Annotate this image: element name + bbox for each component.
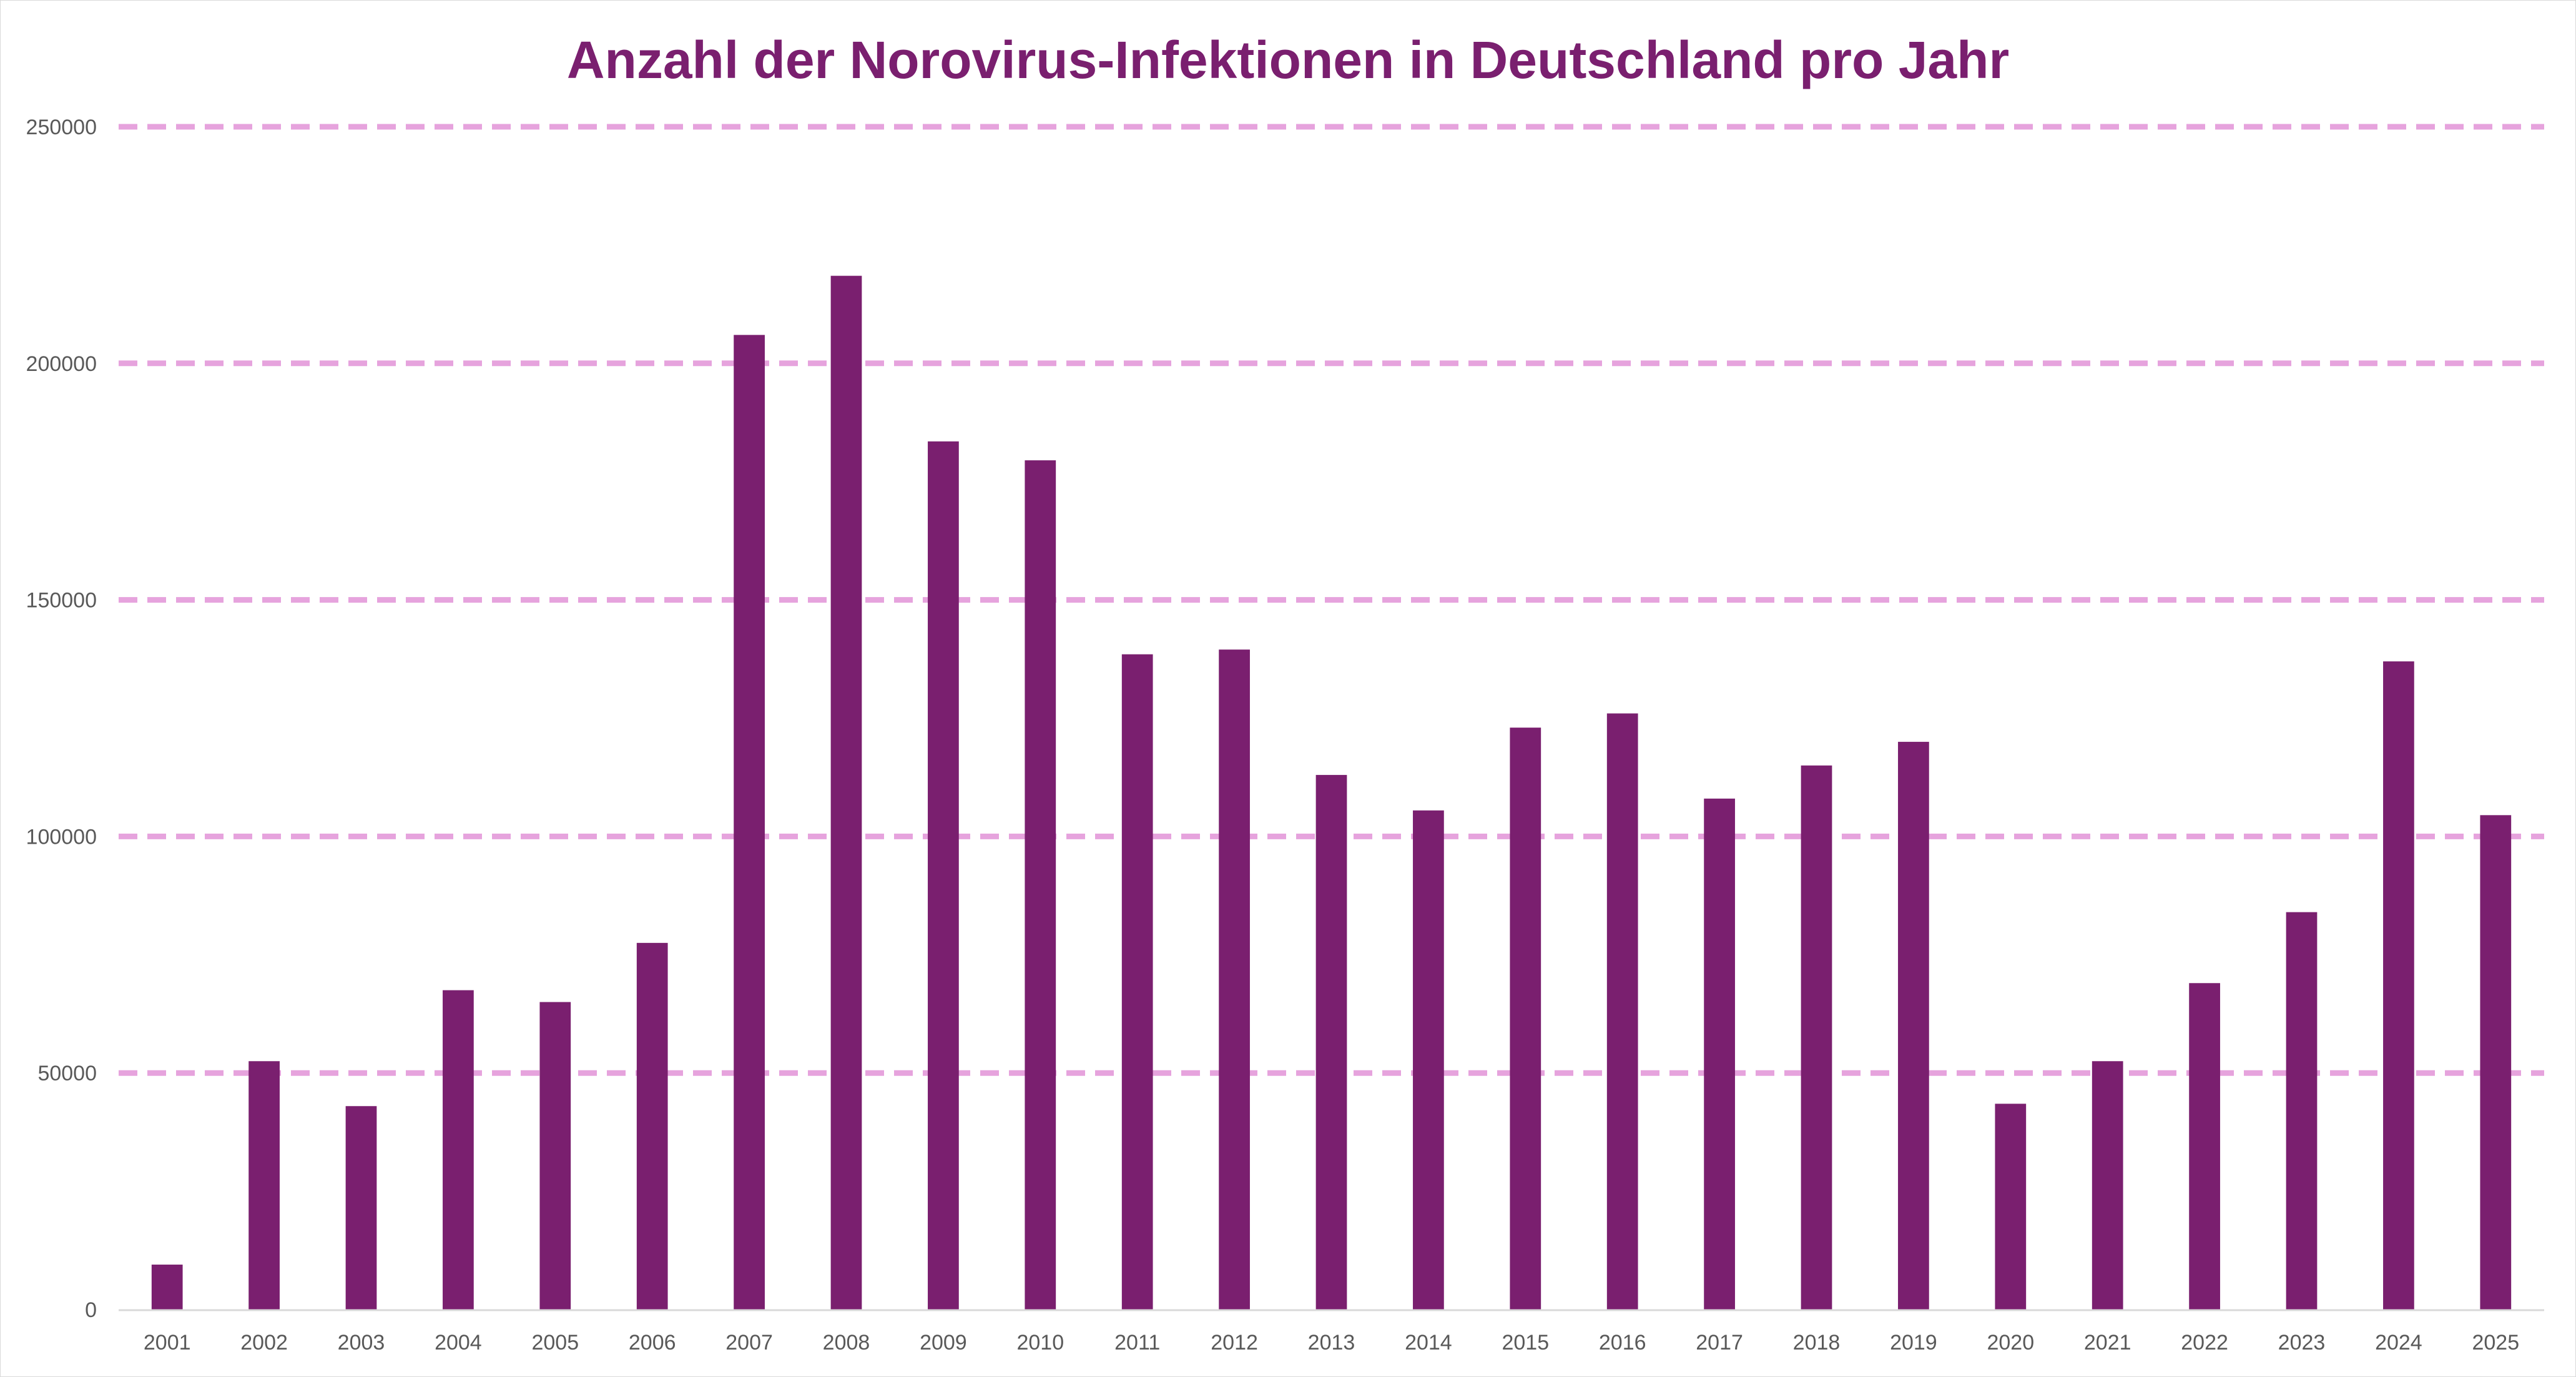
x-tick-label: 2006 xyxy=(629,1331,676,1355)
bar-2011 xyxy=(1121,654,1153,1310)
y-tick-label: 200000 xyxy=(26,352,97,376)
bar-2012 xyxy=(1219,649,1250,1310)
x-tick-label: 2007 xyxy=(725,1331,773,1355)
y-tick-label: 100000 xyxy=(26,825,97,849)
x-tick-label: 2016 xyxy=(1599,1331,1646,1355)
bar-2005 xyxy=(539,1002,571,1310)
bar-2004 xyxy=(443,990,474,1310)
bar-2001 xyxy=(151,1265,183,1310)
bar-2008 xyxy=(830,275,862,1310)
bar-2021 xyxy=(2092,1061,2123,1310)
x-tick-label: 2010 xyxy=(1016,1331,1064,1355)
x-tick-label: 2011 xyxy=(1114,1331,1160,1355)
x-tick-label: 2005 xyxy=(531,1331,579,1355)
bar-2020 xyxy=(1995,1103,2027,1310)
x-tick-label: 2009 xyxy=(920,1331,967,1355)
bar-2006 xyxy=(636,942,668,1310)
bar-2009 xyxy=(928,441,959,1310)
bar-2019 xyxy=(1898,741,1929,1310)
x-tick-label: 2014 xyxy=(1405,1331,1452,1355)
y-tick-label: 250000 xyxy=(26,116,97,139)
x-tick-label: 2008 xyxy=(823,1331,870,1355)
bar-2018 xyxy=(1801,765,1832,1310)
y-tick-label: 50000 xyxy=(37,1062,97,1085)
y-tick-label: 150000 xyxy=(26,589,97,613)
x-tick-label: 2019 xyxy=(1890,1331,1937,1355)
x-tick-label: 2023 xyxy=(2278,1331,2326,1355)
bar-2023 xyxy=(2286,912,2318,1310)
x-tick-label: 2004 xyxy=(435,1331,482,1355)
bar-2015 xyxy=(1510,728,1541,1310)
bar-2024 xyxy=(2383,661,2414,1310)
x-tick-label: 2003 xyxy=(338,1331,385,1355)
bar-2017 xyxy=(1704,798,1735,1310)
x-tick-label: 2013 xyxy=(1308,1331,1355,1355)
bar-2013 xyxy=(1315,774,1347,1310)
x-tick-label: 2015 xyxy=(1502,1331,1549,1355)
bar-2025 xyxy=(2480,815,2512,1310)
x-tick-label: 2021 xyxy=(2084,1331,2131,1355)
x-tick-label: 2024 xyxy=(2375,1331,2422,1355)
bar-2014 xyxy=(1413,810,1444,1310)
bar-2002 xyxy=(248,1061,280,1310)
axes: 0 50000 100000 150000 200000 250000 2001 2002 20… xyxy=(26,116,2544,1355)
bars xyxy=(151,275,2512,1310)
bar-2016 xyxy=(1606,713,1638,1310)
x-tick-label: 2018 xyxy=(1793,1331,1841,1355)
chart-title: Anzahl der Norovirus-Infektionen in Deut… xyxy=(566,31,2010,89)
x-tick-label: 2002 xyxy=(240,1331,288,1355)
x-tick-label: 2012 xyxy=(1211,1331,1258,1355)
bar-2022 xyxy=(2189,983,2220,1310)
x-tick-label: 2020 xyxy=(1987,1331,2034,1355)
x-tick-label: 2022 xyxy=(2181,1331,2228,1355)
bar-2007 xyxy=(734,335,765,1310)
bar-2010 xyxy=(1025,460,1056,1310)
y-tick-label: 0 xyxy=(85,1298,97,1322)
x-tick-label: 2017 xyxy=(1696,1331,1743,1355)
bar-2003 xyxy=(345,1106,377,1310)
x-tick-label: 2025 xyxy=(2472,1331,2519,1355)
x-tick-label: 2001 xyxy=(144,1331,191,1355)
